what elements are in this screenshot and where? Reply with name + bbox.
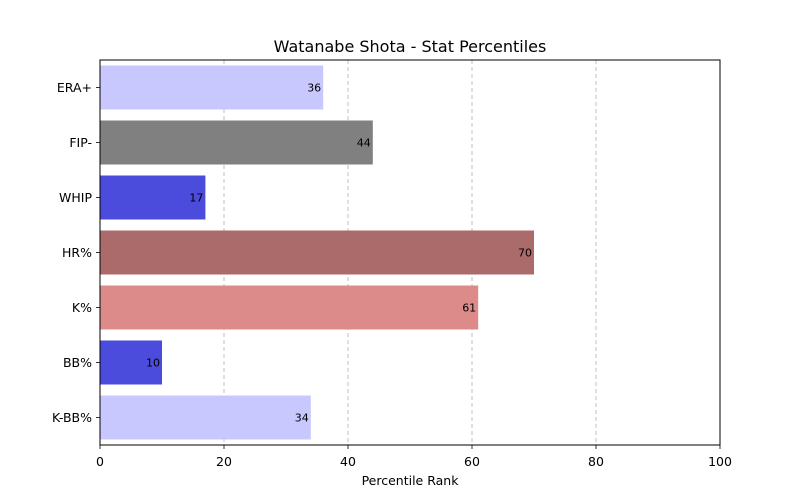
value-labels: 36 44 17 70 61 10 34 bbox=[146, 82, 532, 425]
y-tick-label-hr: HR% bbox=[62, 245, 92, 260]
y-tick-label-fip: FIP- bbox=[69, 135, 92, 150]
bar-k-bb bbox=[100, 395, 311, 440]
value-label-fip: 44 bbox=[357, 137, 371, 150]
bar-whip bbox=[100, 175, 206, 220]
y-tick-label-whip: WHIP bbox=[59, 190, 92, 205]
chart-title: Watanabe Shota - Stat Percentiles bbox=[274, 37, 547, 56]
value-label-k-bb: 34 bbox=[295, 412, 309, 425]
x-tick-label: 0 bbox=[96, 454, 104, 469]
x-tick-label: 40 bbox=[340, 454, 356, 469]
y-tick-label-k-bb: K-BB% bbox=[52, 410, 92, 425]
x-tick-label: 100 bbox=[708, 454, 732, 469]
y-tick-label-k: K% bbox=[72, 300, 92, 315]
value-label-whip: 17 bbox=[189, 192, 203, 205]
value-label-era: 36 bbox=[307, 82, 321, 95]
x-axis-label: Percentile Rank bbox=[362, 473, 460, 488]
bars bbox=[100, 65, 534, 440]
bar-hr bbox=[100, 230, 534, 275]
value-label-bb: 10 bbox=[146, 357, 160, 370]
y-tick-label-era: ERA+ bbox=[57, 80, 92, 95]
y-axis-ticks: ERA+ FIP- WHIP HR% K% BB% K-BB% bbox=[52, 80, 100, 425]
value-label-hr: 70 bbox=[518, 247, 532, 260]
bar-fip bbox=[100, 120, 373, 165]
bar-era bbox=[100, 65, 324, 110]
y-tick-label-bb: BB% bbox=[63, 355, 92, 370]
x-tick-label: 60 bbox=[464, 454, 480, 469]
bar-bb bbox=[100, 340, 162, 385]
x-tick-label: 80 bbox=[588, 454, 604, 469]
value-label-k: 61 bbox=[462, 302, 476, 315]
bar-k bbox=[100, 285, 479, 330]
x-tick-label: 20 bbox=[216, 454, 232, 469]
x-axis-ticks: 0 20 40 60 80 100 bbox=[96, 445, 732, 469]
